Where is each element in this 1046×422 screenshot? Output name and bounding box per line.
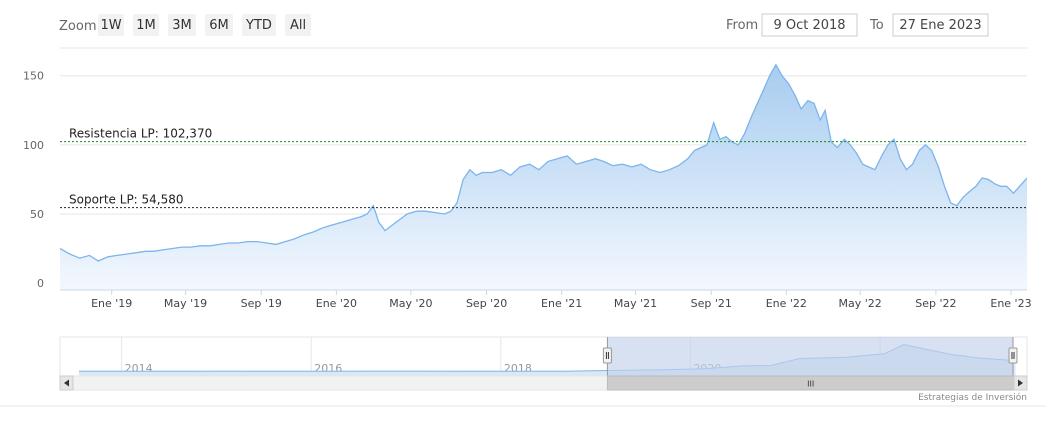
to-date-value: 27 Ene 2023 <box>899 18 981 33</box>
credits-link[interactable]: Estrategias de Inversión <box>918 392 1027 403</box>
navigator-right-handle[interactable] <box>1008 337 1018 376</box>
y-tick-label: 0 <box>37 277 44 290</box>
zoom-buttons: 1W 1M 3M 6M YTD All <box>98 14 311 36</box>
zoom-button-label: 1M <box>136 18 156 33</box>
x-tick-label: May '19 <box>164 297 207 310</box>
y-tick-label: 150 <box>23 70 44 83</box>
resistance-label: Resistencia LP: 102,370 <box>69 127 212 141</box>
y-tick-label: 50 <box>30 208 44 221</box>
x-tick-label: Ene '20 <box>316 297 357 310</box>
x-tick-label: Ene '23 <box>990 297 1031 310</box>
x-tick-label: Sep '22 <box>915 297 956 310</box>
handle-grip-icon <box>602 347 612 364</box>
navigator-left-handle[interactable] <box>602 337 612 376</box>
to-date-input[interactable]: 27 Ene 2023 <box>892 13 989 37</box>
scroll-left-button[interactable] <box>59 375 74 391</box>
to-label: To <box>869 18 884 33</box>
x-axis: Ene '19 May '19 Sep '19 Ene '20 May '20 Sep '… <box>91 290 1032 310</box>
x-tick-label: May '20 <box>389 297 432 310</box>
y-tick-label: 100 <box>23 139 44 152</box>
handle-grip-icon <box>1008 347 1018 364</box>
navigator-selection[interactable] <box>607 337 1013 376</box>
support-label: Soporte LP: 54,580 <box>69 193 184 207</box>
price-area <box>60 64 1027 290</box>
scrollbar-grip-icon: III <box>807 380 814 389</box>
x-tick-label: Ene '19 <box>91 297 132 310</box>
zoom-ytd-button[interactable]: YTD <box>242 14 276 36</box>
from-date-value: 9 Oct 2018 <box>773 18 845 33</box>
zoom-1m-button[interactable]: 1M <box>133 14 159 36</box>
x-tick-label: Ene '21 <box>541 297 582 310</box>
zoom-label: Zoom <box>59 19 96 34</box>
zoom-1w-button[interactable]: 1W <box>98 14 124 36</box>
arrow-left-icon <box>64 379 69 387</box>
arrow-right-icon <box>1018 379 1023 387</box>
x-tick-label: Sep '21 <box>691 297 732 310</box>
x-tick-label: Ene '22 <box>766 297 807 310</box>
x-tick-label: May '22 <box>839 297 882 310</box>
price-line <box>60 63 1027 262</box>
annotations: Resistencia LP: 102,370 Soporte LP: 54,58… <box>60 127 1027 209</box>
zoom-6m-button[interactable]: 6M <box>205 14 233 36</box>
scroll-right-button[interactable] <box>1013 375 1028 391</box>
from-label: From <box>726 18 758 33</box>
zoom-3m-button[interactable]: 3M <box>168 14 196 36</box>
zoom-button-label: 6M <box>209 18 229 33</box>
x-tick-label: May '21 <box>614 297 657 310</box>
zoom-button-label: 1W <box>100 18 121 33</box>
zoom-all-button[interactable]: All <box>285 14 311 36</box>
zoom-button-label: YTD <box>245 18 272 33</box>
x-tick-label: Sep '20 <box>466 297 507 310</box>
y-axis-labels: 0 50 100 150 <box>23 70 44 290</box>
scrollbar[interactable]: III <box>59 375 1028 391</box>
zoom-button-label: 3M <box>172 18 192 33</box>
from-date-input[interactable]: 9 Oct 2018 <box>761 13 858 37</box>
zoom-button-label: All <box>290 18 306 33</box>
x-tick-label: Sep '19 <box>241 297 282 310</box>
navigator[interactable]: 20142016201820202022 <box>59 336 1028 377</box>
